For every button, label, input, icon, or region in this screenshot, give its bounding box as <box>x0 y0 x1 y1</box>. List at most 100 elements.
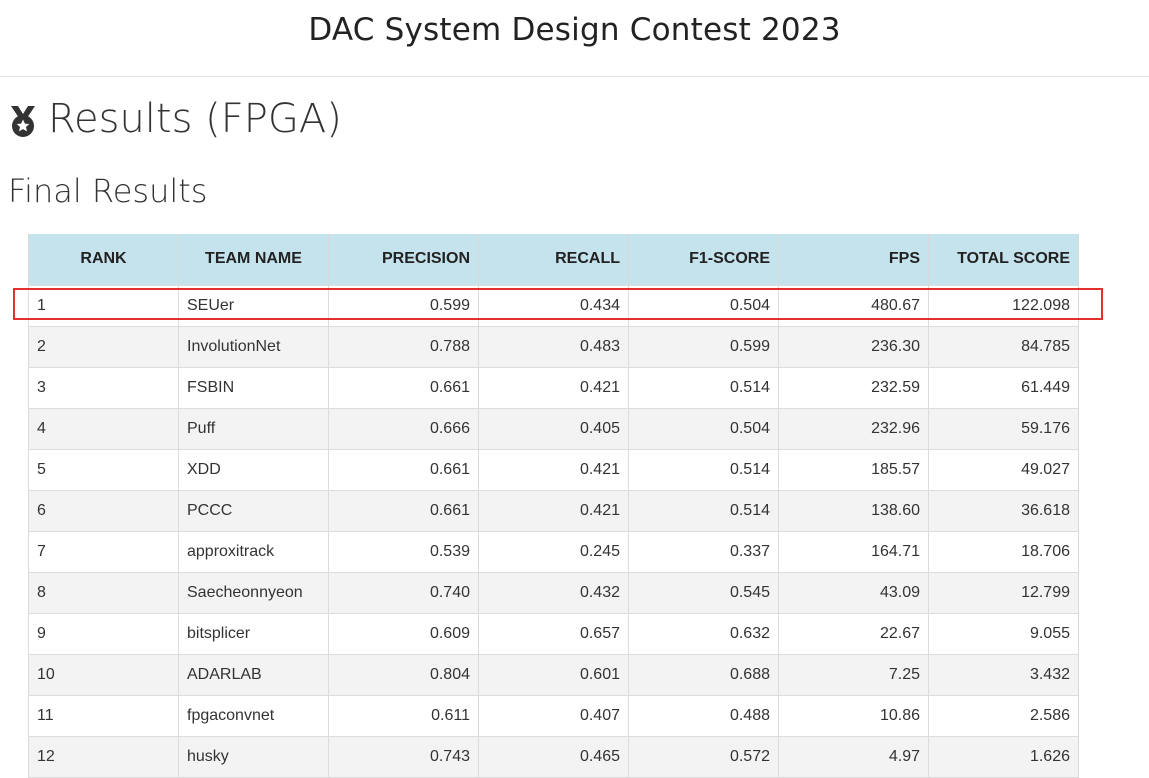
cell-recall: 0.421 <box>478 448 629 491</box>
cell-total-score: 18.706 <box>928 530 1079 573</box>
cell-f1-score: 0.514 <box>628 448 779 491</box>
page-heading-text: Results (FPGA) <box>48 96 342 142</box>
cell-precision: 0.661 <box>328 448 479 491</box>
table-row: 10 ADARLAB 0.804 0.601 0.688 7.25 3.432 <box>28 653 1079 696</box>
table-row: 1 SEUer 0.599 0.434 0.504 480.67 122.098 <box>28 284 1079 327</box>
table-row: 12 husky 0.743 0.465 0.572 4.97 1.626 <box>28 735 1079 778</box>
cell-fps: 43.09 <box>778 571 929 614</box>
cell-fps: 138.60 <box>778 489 929 532</box>
cell-f1-score: 0.514 <box>628 366 779 409</box>
site-title: DAC System Design Contest 2023 <box>308 12 841 48</box>
cell-fps: 22.67 <box>778 612 929 655</box>
section-heading: Final Results <box>8 172 208 210</box>
cell-team-name: ADARLAB <box>178 653 329 696</box>
cell-recall: 0.601 <box>478 653 629 696</box>
cell-team-name: SEUer <box>178 284 329 327</box>
cell-fps: 232.59 <box>778 366 929 409</box>
cell-f1-score: 0.337 <box>628 530 779 573</box>
cell-precision: 0.740 <box>328 571 479 614</box>
cell-team-name: bitsplicer <box>178 612 329 655</box>
column-header-fps[interactable]: FPS <box>778 234 929 285</box>
cell-total-score: 122.098 <box>928 284 1079 327</box>
cell-fps: 10.86 <box>778 694 929 737</box>
cell-rank: 7 <box>28 530 179 573</box>
cell-f1-score: 0.504 <box>628 407 779 450</box>
table-row: 6 PCCC 0.661 0.421 0.514 138.60 36.618 <box>28 489 1079 532</box>
cell-rank: 2 <box>28 325 179 368</box>
medal-icon <box>8 102 38 137</box>
cell-fps: 4.97 <box>778 735 929 778</box>
cell-total-score: 49.027 <box>928 448 1079 491</box>
cell-total-score: 84.785 <box>928 325 1079 368</box>
cell-team-name: fpgaconvnet <box>178 694 329 737</box>
table-body: 1 SEUer 0.599 0.434 0.504 480.67 122.098 2 Invol… <box>28 284 1079 778</box>
cell-rank: 1 <box>28 284 179 327</box>
cell-precision: 0.788 <box>328 325 479 368</box>
cell-recall: 0.421 <box>478 489 629 532</box>
table-row: 2 InvolutionNet 0.788 0.483 0.599 236.30 84.78… <box>28 325 1079 368</box>
cell-precision: 0.611 <box>328 694 479 737</box>
cell-precision: 0.743 <box>328 735 479 778</box>
cell-fps: 232.96 <box>778 407 929 450</box>
cell-recall: 0.421 <box>478 366 629 409</box>
cell-precision: 0.609 <box>328 612 479 655</box>
column-header-f1-score[interactable]: F1-SCORE <box>628 234 779 285</box>
cell-total-score: 59.176 <box>928 407 1079 450</box>
cell-f1-score: 0.599 <box>628 325 779 368</box>
cell-total-score: 2.586 <box>928 694 1079 737</box>
cell-rank: 5 <box>28 448 179 491</box>
cell-recall: 0.432 <box>478 571 629 614</box>
cell-total-score: 3.432 <box>928 653 1079 696</box>
cell-total-score: 1.626 <box>928 735 1079 778</box>
cell-team-name: husky <box>178 735 329 778</box>
cell-recall: 0.465 <box>478 735 629 778</box>
table-row: 5 XDD 0.661 0.421 0.514 185.57 49.027 <box>28 448 1079 491</box>
site-header: DAC System Design Contest 2023 <box>0 0 1149 77</box>
cell-fps: 7.25 <box>778 653 929 696</box>
table-row: 8 Saecheonnyeon 0.740 0.432 0.545 43.09 12.799 <box>28 571 1079 614</box>
cell-recall: 0.434 <box>478 284 629 327</box>
cell-precision: 0.539 <box>328 530 479 573</box>
cell-f1-score: 0.514 <box>628 489 779 532</box>
cell-team-name: FSBIN <box>178 366 329 409</box>
cell-total-score: 12.799 <box>928 571 1079 614</box>
cell-team-name: XDD <box>178 448 329 491</box>
cell-total-score: 9.055 <box>928 612 1079 655</box>
table-row: 11 fpgaconvnet 0.611 0.407 0.488 10.86 2.586 <box>28 694 1079 737</box>
cell-recall: 0.405 <box>478 407 629 450</box>
cell-f1-score: 0.632 <box>628 612 779 655</box>
column-header-total-score[interactable]: TOTAL SCORE <box>928 234 1079 285</box>
cell-f1-score: 0.504 <box>628 284 779 327</box>
cell-team-name: InvolutionNet <box>178 325 329 368</box>
cell-rank: 12 <box>28 735 179 778</box>
cell-rank: 8 <box>28 571 179 614</box>
column-header-recall[interactable]: RECALL <box>478 234 629 285</box>
cell-recall: 0.407 <box>478 694 629 737</box>
column-header-precision[interactable]: PRECISION <box>328 234 479 285</box>
cell-recall: 0.245 <box>478 530 629 573</box>
results-table: RANK TEAM NAME PRECISION RECALL F1-SCORE… <box>28 234 1079 778</box>
cell-team-name: Saecheonnyeon <box>178 571 329 614</box>
cell-rank: 10 <box>28 653 179 696</box>
cell-precision: 0.599 <box>328 284 479 327</box>
cell-recall: 0.483 <box>478 325 629 368</box>
cell-f1-score: 0.545 <box>628 571 779 614</box>
cell-total-score: 61.449 <box>928 366 1079 409</box>
cell-precision: 0.661 <box>328 489 479 532</box>
cell-total-score: 36.618 <box>928 489 1079 532</box>
cell-fps: 164.71 <box>778 530 929 573</box>
cell-team-name: PCCC <box>178 489 329 532</box>
column-header-rank[interactable]: RANK <box>28 234 179 285</box>
cell-rank: 11 <box>28 694 179 737</box>
cell-f1-score: 0.488 <box>628 694 779 737</box>
cell-team-name: Puff <box>178 407 329 450</box>
page-heading: Results (FPGA) <box>8 96 342 142</box>
cell-recall: 0.657 <box>478 612 629 655</box>
cell-fps: 480.67 <box>778 284 929 327</box>
table-row: 9 bitsplicer 0.609 0.657 0.632 22.67 9.055 <box>28 612 1079 655</box>
cell-f1-score: 0.688 <box>628 653 779 696</box>
column-header-team-name[interactable]: TEAM NAME <box>178 234 329 285</box>
table-header-row: RANK TEAM NAME PRECISION RECALL F1-SCORE… <box>28 234 1079 285</box>
cell-precision: 0.661 <box>328 366 479 409</box>
table-row: 4 Puff 0.666 0.405 0.504 232.96 59.176 <box>28 407 1079 450</box>
